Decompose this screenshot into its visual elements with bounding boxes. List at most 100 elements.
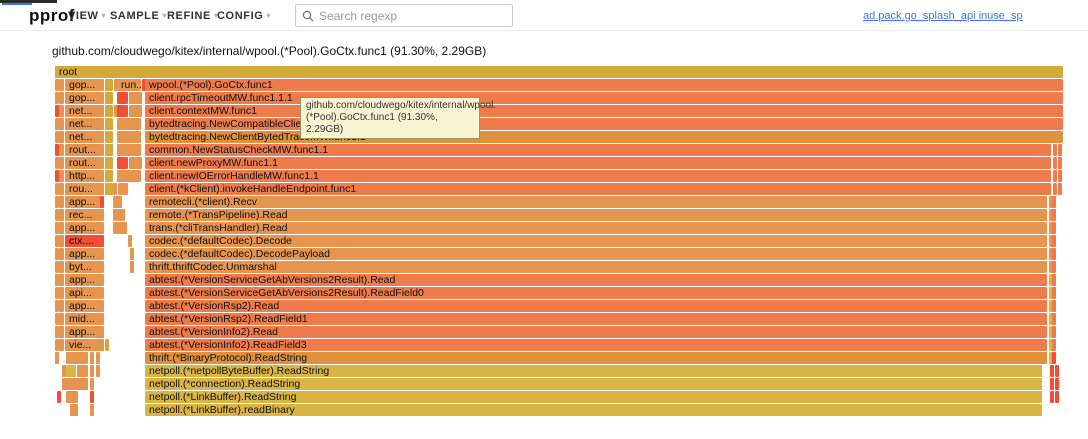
flame-cell[interactable] [129, 157, 142, 169]
flame-cell[interactable] [59, 339, 64, 351]
flame-frame[interactable]: root [55, 66, 1063, 78]
flame-frame[interactable]: app... [65, 300, 104, 312]
flame-frame[interactable]: abtest.(*VersionInfo2).ReadField3 [145, 339, 1047, 351]
flame-cell[interactable] [59, 118, 64, 130]
flame-cell[interactable] [105, 183, 113, 195]
flame-frame[interactable]: netpoll.(*connection).ReadString [145, 378, 1042, 390]
flame-cell[interactable] [1049, 222, 1053, 234]
flame-cell[interactable] [129, 105, 142, 117]
profile-link[interactable]: ad.pack.go_splash_api inuse_sp [863, 10, 1023, 22]
flame-cell[interactable] [142, 79, 146, 91]
menu-sample[interactable]: SAMPLE ▾ [110, 10, 168, 22]
flame-cell[interactable] [59, 326, 64, 338]
flame-cell[interactable] [100, 196, 104, 208]
flame-cell[interactable] [55, 300, 59, 312]
flame-frame[interactable]: netpoll.(*netpollByteBuffer).ReadString [145, 365, 1042, 377]
flame-cell[interactable] [105, 339, 109, 351]
flame-cell[interactable] [90, 352, 94, 364]
flame-cell[interactable] [55, 209, 59, 221]
flame-cell[interactable] [1049, 352, 1053, 364]
flame-frame[interactable]: net... [65, 131, 104, 143]
flame-cell[interactable] [1049, 339, 1053, 351]
flame-cell[interactable] [114, 79, 118, 91]
flame-cell[interactable] [105, 157, 113, 169]
flame-cell[interactable] [105, 105, 113, 117]
flame-cell[interactable] [1049, 300, 1053, 312]
flame-frame[interactable]: byt... [65, 261, 104, 273]
flame-cell[interactable] [59, 313, 64, 325]
flame-cell[interactable] [1053, 170, 1057, 182]
search-box[interactable] [295, 4, 513, 27]
flame-frame[interactable]: wpool.(*Pool).GoCtx.func1 [145, 79, 1063, 91]
flame-cell[interactable] [1052, 235, 1056, 247]
flame-frame[interactable]: app... [65, 326, 104, 338]
flame-cell[interactable] [55, 261, 59, 273]
flame-cell[interactable] [1053, 144, 1057, 156]
flame-cell[interactable] [1053, 183, 1057, 195]
flame-cell[interactable] [1058, 144, 1062, 156]
flame-cell[interactable] [1052, 313, 1056, 325]
flame-frame[interactable]: client.newIOErrorHandleMW.func1.1 [145, 170, 1051, 182]
flame-cell[interactable] [130, 248, 134, 260]
flame-cell[interactable] [59, 235, 64, 247]
flame-cell[interactable] [1052, 300, 1056, 312]
flame-cell[interactable] [66, 365, 76, 377]
flame-cell[interactable] [105, 118, 113, 130]
menu-config[interactable]: CONFIG ▾ [217, 10, 272, 22]
flame-frame[interactable]: rout... [65, 157, 104, 169]
flame-frame[interactable]: app... [65, 222, 104, 234]
flame-frame[interactable]: api... [65, 287, 104, 299]
flame-cell[interactable] [59, 196, 64, 208]
flame-cell[interactable] [117, 170, 141, 182]
flame-cell[interactable] [59, 222, 64, 234]
flame-cell[interactable] [55, 248, 59, 260]
flame-cell[interactable] [130, 261, 134, 273]
flame-cell[interactable] [113, 183, 117, 195]
flame-cell[interactable] [1055, 378, 1059, 390]
flame-cell[interactable] [117, 157, 128, 169]
flame-cell[interactable] [59, 183, 64, 195]
flame-frame[interactable]: mid... [65, 313, 104, 325]
flame-cell[interactable] [113, 209, 117, 221]
flame-cell[interactable] [105, 79, 113, 91]
flame-cell[interactable] [55, 92, 59, 104]
flame-cell[interactable] [117, 105, 128, 117]
flame-cell[interactable] [59, 144, 64, 156]
flame-frame[interactable]: abtest.(*VersionServiceGetAbVersions2Res… [145, 274, 1047, 286]
flame-frame[interactable]: run... [117, 79, 141, 91]
flame-cell[interactable] [62, 378, 88, 390]
flame-cell[interactable] [1049, 196, 1053, 208]
flame-frame[interactable]: abtest.(*VersionRsp2).Read [145, 300, 1047, 312]
flame-cell[interactable] [55, 352, 59, 364]
flame-frame[interactable]: net... [65, 118, 104, 130]
flame-cell[interactable] [55, 183, 59, 195]
flame-frame[interactable]: common.NewStatusCheckMW.func1.1 [145, 144, 1051, 156]
flame-cell[interactable] [70, 404, 78, 416]
flame-cell[interactable] [55, 79, 59, 91]
flame-cell[interactable] [1049, 274, 1053, 286]
flame-cell[interactable] [1052, 209, 1056, 221]
flame-cell[interactable] [1058, 170, 1062, 182]
flame-cell[interactable] [55, 326, 59, 338]
flame-cell[interactable] [96, 352, 100, 364]
flame-frame[interactable]: rou... [65, 183, 104, 195]
flame-frame[interactable]: net... [65, 105, 104, 117]
flame-frame[interactable]: thrift.thriftCodec.Unmarshal [145, 261, 1047, 273]
flame-cell[interactable] [1050, 378, 1054, 390]
flame-cell[interactable] [59, 170, 64, 182]
flame-cell[interactable] [1058, 183, 1062, 195]
flame-frame[interactable]: vie... [65, 339, 104, 351]
flame-frame[interactable]: rec... [65, 209, 104, 221]
flame-cell[interactable] [55, 235, 59, 247]
flame-cell[interactable] [59, 157, 64, 169]
flame-cell[interactable] [57, 391, 61, 403]
flame-frame[interactable]: client.(*kClient).invokeHandleEndpoint.f… [145, 183, 1051, 195]
flame-cell[interactable] [1052, 287, 1056, 299]
menu-refine[interactable]: REFINE ▾ [167, 10, 219, 22]
flame-cell[interactable] [1052, 196, 1056, 208]
flame-frame[interactable]: codec.(*defaultCodec).Decode [145, 235, 1047, 247]
flame-frame[interactable]: ctx.... [65, 235, 104, 247]
flame-cell[interactable] [59, 105, 64, 117]
flame-cell[interactable] [1052, 261, 1056, 273]
flame-cell[interactable] [55, 287, 59, 299]
